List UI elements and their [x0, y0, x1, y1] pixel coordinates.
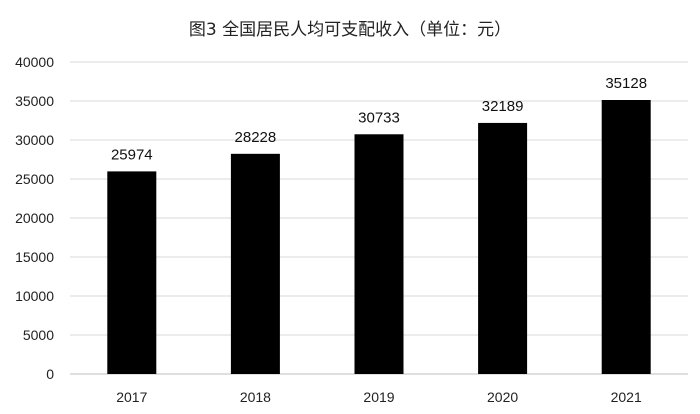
- data-label-2018: 28228: [235, 129, 277, 146]
- y-tick-label: 35000: [15, 93, 54, 109]
- bar-2017: [107, 171, 157, 374]
- x-tick-label: 2018: [240, 389, 271, 405]
- y-tick-label: 30000: [15, 132, 54, 148]
- x-tick-label: 2017: [116, 389, 147, 405]
- y-tick-label: 20000: [15, 210, 54, 226]
- bar-2018: [230, 153, 280, 374]
- data-label-2017: 25974: [111, 146, 153, 163]
- data-label-2021: 35128: [605, 75, 647, 92]
- data-labels: 25974 28228 30733 32189 35128: [111, 75, 647, 163]
- y-tick-label: 25000: [15, 171, 54, 187]
- x-axis-ticks: 2017 2018 2019 2020 2021: [116, 389, 642, 405]
- x-tick-label: 2019: [363, 389, 394, 405]
- bar-2020: [478, 122, 528, 374]
- bars: [107, 100, 651, 375]
- y-tick-label: 5000: [23, 327, 54, 343]
- y-tick-label: 10000: [15, 288, 54, 304]
- data-label-2019: 30733: [358, 109, 400, 126]
- x-tick-label: 2021: [611, 389, 642, 405]
- bar-2021: [601, 100, 651, 375]
- chart-title: 图3 全国居民人均可支配收入（单位：元）: [189, 20, 511, 40]
- y-tick-label: 40000: [15, 54, 54, 70]
- y-tick-label: 15000: [15, 249, 54, 265]
- y-axis-ticks: 0 5000 10000 15000 20000 25000 30000 35000 40000: [15, 54, 54, 382]
- x-tick-label: 2020: [487, 389, 518, 405]
- y-tick-label: 0: [46, 366, 54, 382]
- data-label-2020: 32189: [482, 98, 524, 115]
- bar-2019: [354, 134, 404, 374]
